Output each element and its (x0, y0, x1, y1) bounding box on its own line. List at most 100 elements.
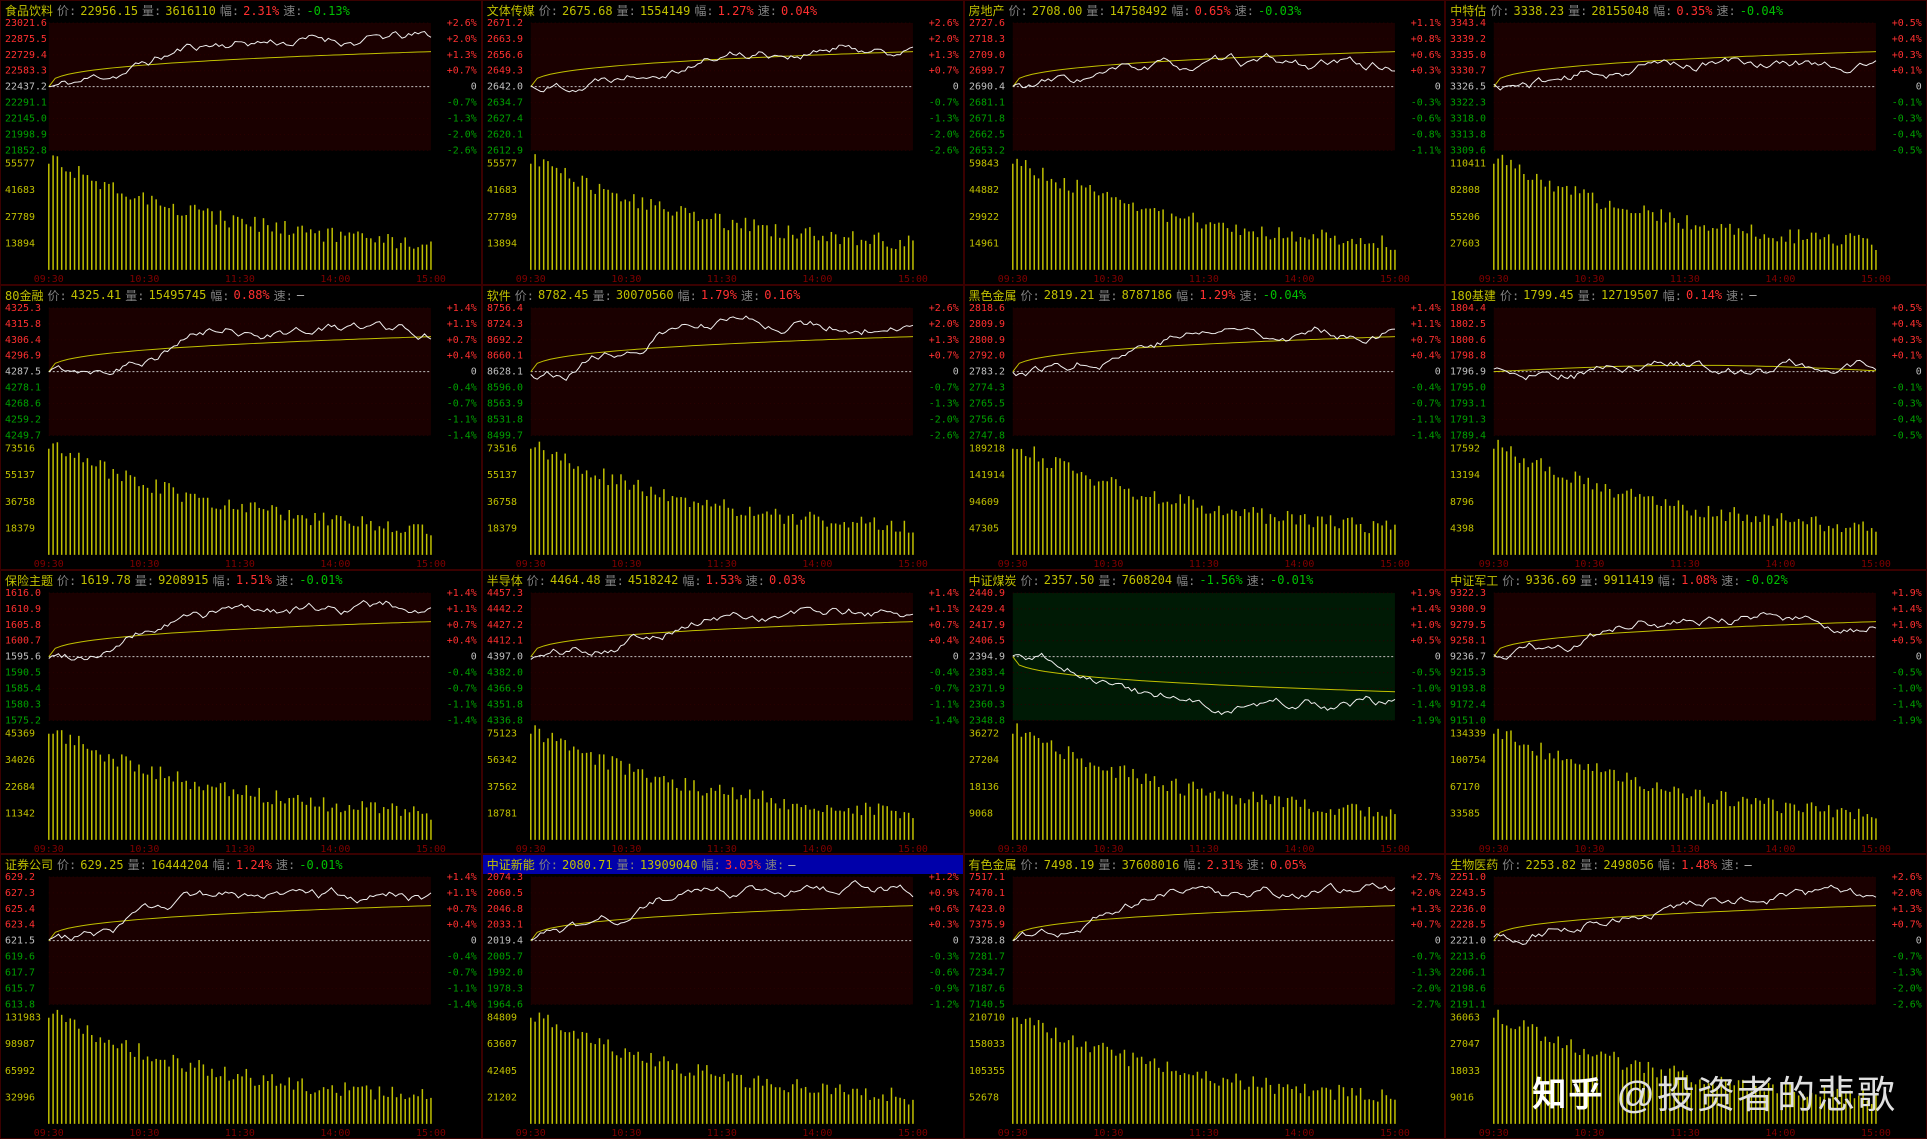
y-axis-label: -2.0% (1410, 984, 1440, 995)
y-axis-label: -1.9% (1410, 715, 1440, 726)
y-axis-label: +1.1% (447, 319, 477, 330)
chart-body: 9322.39300.99279.59258.19236.79215.39193… (1446, 587, 1926, 854)
y-axis-label: 2671.8 (968, 114, 1004, 125)
y-axis-label: 2243.5 (1450, 888, 1486, 899)
panel-volume: 30070560 (616, 288, 674, 302)
y-axis-label: -1.4% (1892, 699, 1922, 710)
chart-panel[interactable]: 中证新能价:2080.71量:13909040幅:3.03%速:—2074.32… (482, 854, 964, 1139)
y-axis-label: -1.1% (447, 984, 477, 995)
y-axis-label: 2429.4 (968, 603, 1004, 614)
vol-axis-label: 17592 (1450, 443, 1480, 454)
time-axis-label: 11:30 (225, 274, 255, 284)
chart-panel[interactable]: 中特估价:3338.23量:28155048幅:0.35%速:-0.04%334… (1445, 0, 1927, 285)
y-axis-label: -0.5% (1892, 430, 1922, 441)
chart-body: 629.2627.3625.4623.4621.5619.6617.7615.7… (1, 871, 481, 1138)
time-axis-label: 15:00 (898, 843, 928, 853)
y-axis-label: 2221.0 (1450, 936, 1486, 947)
chart-body: 3343.43339.23335.03330.73326.53322.33318… (1446, 17, 1926, 284)
chart-panel[interactable]: 房地产价:2708.00量:14758492幅:0.65%速:-0.03%272… (964, 0, 1446, 285)
y-axis-label: 623.4 (5, 920, 35, 931)
y-axis-label: 613.8 (5, 1000, 35, 1011)
vol-axis-label: 13894 (5, 238, 35, 249)
panel-change: 2.31% (243, 4, 279, 18)
vol-axis-label: 210710 (968, 1013, 1004, 1024)
chart-panel[interactable]: 软件价:8782.45量:30070560幅:1.79%速:0.16%8756.… (482, 285, 964, 570)
y-axis-label: -1.1% (1410, 145, 1440, 156)
y-axis-label: +0.6% (929, 904, 959, 915)
time-axis-label: 14:00 (802, 274, 832, 284)
vol-axis-label: 27603 (1450, 238, 1480, 249)
panel-change: 1.08% (1681, 573, 1717, 587)
chart-body: 7517.17470.17423.07375.97328.87281.77234… (965, 871, 1445, 1138)
y-axis-label: 23021.6 (5, 18, 47, 29)
panel-speed: -0.01% (299, 858, 342, 872)
y-axis-label: -1.1% (1410, 414, 1440, 425)
y-axis-label: 2394.9 (968, 651, 1004, 662)
time-axis-label: 15:00 (416, 274, 446, 284)
y-axis-label: +0.7% (929, 619, 959, 630)
y-axis-label: +2.0% (1892, 888, 1922, 899)
vol-axis-label: 27789 (5, 212, 35, 223)
vol-axis-label: 134339 (1450, 728, 1486, 739)
y-axis-label: +0.5% (1410, 635, 1440, 646)
time-axis-label: 09:30 (516, 559, 546, 569)
time-axis-label: 15:00 (416, 843, 446, 853)
chart-panel[interactable]: 中证军工价:9336.69量:9911419幅:1.08%速:-0.02%932… (1445, 570, 1927, 855)
chart-panel[interactable]: 文体传媒价:2675.68量:1554149幅:1.27%速:0.04%2671… (482, 0, 964, 285)
y-axis-label: 2800.9 (968, 335, 1004, 346)
y-axis-label: 22437.2 (5, 82, 47, 93)
y-axis-label: -0.7% (447, 968, 477, 979)
y-axis-label: +1.9% (1892, 587, 1922, 598)
y-axis-label: 1600.7 (5, 635, 41, 646)
chart-panel[interactable]: 半导体价:4464.48量:4518242幅:1.53%速:0.03%4457.… (482, 570, 964, 855)
y-axis-label: +2.0% (1410, 888, 1440, 899)
y-axis-label: -0.7% (929, 98, 959, 109)
y-axis-label: 2662.5 (968, 129, 1004, 140)
y-axis-label: 8563.9 (487, 398, 523, 409)
time-axis-label: 10:30 (129, 843, 159, 853)
y-axis-label: -1.4% (929, 715, 959, 726)
vol-axis-label: 84809 (487, 1013, 517, 1024)
time-axis-label: 11:30 (225, 559, 255, 569)
panel-speed: 0.04% (781, 4, 817, 18)
chart-panel[interactable]: 保险主题价:1619.78量:9208915幅:1.51%速:-0.01%161… (0, 570, 482, 855)
chart-panel[interactable]: 黑色金属价:2819.21量:8787186幅:1.29%速:-0.04%281… (964, 285, 1446, 570)
panel-speed: 0.03% (769, 573, 805, 587)
chart-panel[interactable]: 80金融价:4325.41量:15495745幅:0.88%速:—4325.34… (0, 285, 482, 570)
y-axis-label: 1575.2 (5, 715, 41, 726)
chart-body: 2727.62718.32709.02699.72690.42681.12671… (965, 17, 1445, 284)
y-axis-label: -0.7% (929, 382, 959, 393)
y-axis-label: -0.4% (1410, 382, 1440, 393)
y-axis-label: 0 (471, 82, 477, 93)
y-axis-label: -1.0% (1410, 683, 1440, 694)
y-axis-label: 1798.8 (1450, 350, 1486, 361)
y-axis-label: +0.1% (1892, 66, 1922, 77)
time-axis-label: 09:30 (997, 274, 1027, 284)
y-axis-label: -2.7% (1410, 1000, 1440, 1011)
y-axis-label: 8756.4 (487, 303, 523, 314)
panel-speed: -0.03% (1258, 4, 1301, 18)
chart-panel[interactable]: 证券公司价:629.25量:16444204幅:1.24%速:-0.01%629… (0, 854, 482, 1139)
chart-panel[interactable]: 食品饮料价:22956.15量:3616110幅:2.31%速:-0.13%23… (0, 0, 482, 285)
time-axis-label: 09:30 (997, 1128, 1027, 1138)
chart-panel[interactable]: 中证煤炭价:2357.50量:7608204幅:-1.56%速:-0.01%24… (964, 570, 1446, 855)
time-axis-label: 15:00 (898, 274, 928, 284)
time-axis-label: 09:30 (34, 274, 64, 284)
time-axis-label: 11:30 (1670, 1128, 1700, 1138)
y-axis-label: +0.7% (447, 66, 477, 77)
vol-axis-label: 9068 (968, 808, 992, 819)
time-axis-label: 14:00 (802, 559, 832, 569)
y-axis-label: 1610.9 (5, 603, 41, 614)
y-axis-label: +1.4% (447, 872, 477, 883)
time-axis-label: 11:30 (707, 559, 737, 569)
panel-change: 1.29% (1199, 288, 1235, 302)
y-axis-label: 2709.0 (968, 50, 1004, 61)
panel-change: 1.48% (1681, 858, 1717, 872)
time-axis-label: 10:30 (611, 1128, 641, 1138)
y-axis-label: -0.5% (1410, 667, 1440, 678)
chart-panel[interactable]: 有色金属价:7498.19量:37608016幅:2.31%速:0.05%751… (964, 854, 1446, 1139)
time-axis-label: 09:30 (997, 559, 1027, 569)
chart-panel[interactable]: 180基建价:1799.45量:12719507幅:0.14%速:—1804.4… (1445, 285, 1927, 570)
y-axis-label: 21998.9 (5, 129, 47, 140)
y-axis-label: -0.7% (447, 683, 477, 694)
